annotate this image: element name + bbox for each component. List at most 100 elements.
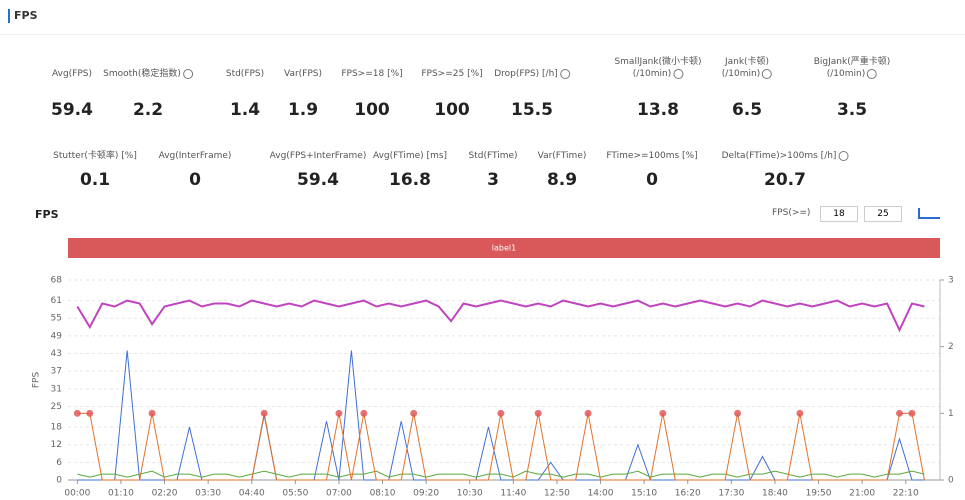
stat-value: 6.5 xyxy=(731,100,763,120)
x-tick-label: 21:00 xyxy=(849,489,875,499)
jank-marker xyxy=(534,409,542,417)
x-tick-label: 00:00 xyxy=(64,489,90,499)
x-tick-label: 14:00 xyxy=(588,489,614,499)
jank-marker xyxy=(908,409,916,417)
stat-value: 0 xyxy=(646,170,658,190)
stat-label: Stutter(卡顿率) [%] xyxy=(53,151,137,161)
info-icon[interactable] xyxy=(838,150,849,161)
jank-marker xyxy=(73,409,81,417)
x-tick-label: 19:50 xyxy=(806,489,832,499)
x-tick-label: 08:10 xyxy=(370,489,396,499)
y-tick-label: 6 xyxy=(56,458,62,468)
stat-label: BigJank(严重卡顿) (/10min) xyxy=(813,57,891,79)
stat-label: Avg(FTime) [ms] xyxy=(372,151,448,161)
info-icon[interactable] xyxy=(182,68,193,79)
chart-icon[interactable] xyxy=(918,208,940,219)
y-tick-label: 43 xyxy=(51,349,62,359)
y-tick-label: 18 xyxy=(51,423,63,433)
jank-marker xyxy=(734,409,742,417)
jank-marker xyxy=(86,409,94,417)
info-icon[interactable] xyxy=(559,68,570,79)
stat-value: 100 xyxy=(434,100,470,120)
jank-marker xyxy=(148,409,156,417)
threshold-input[interactable]: 25 xyxy=(864,206,902,222)
x-tick-label: 01:10 xyxy=(108,489,134,499)
stat-label: SmallJank(微小卡顿) (/10min) xyxy=(614,57,702,79)
stat-value: 59.4 xyxy=(297,170,339,190)
x-tick-label: 03:30 xyxy=(195,489,221,499)
x-tick-label: 10:30 xyxy=(457,489,483,499)
y-tick-label: 31 xyxy=(51,384,62,394)
jank-marker xyxy=(896,409,904,417)
info-icon[interactable] xyxy=(673,68,684,79)
jank-marker xyxy=(796,409,804,417)
threshold-label: FPS(>=) xyxy=(772,208,811,218)
jank-marker xyxy=(584,409,592,417)
stat-value: 0.1 xyxy=(79,170,111,190)
y-tick-label: 37 xyxy=(51,367,62,377)
x-tick-label: 09:20 xyxy=(413,489,439,499)
stat-value: 3.5 xyxy=(836,100,868,120)
stat-label: Var(FTime) xyxy=(537,151,587,161)
series-line xyxy=(77,470,925,478)
stat-value: 20.7 xyxy=(764,170,806,190)
x-tick-label: 02:20 xyxy=(152,489,178,499)
y2-tick-label: 1 xyxy=(948,409,954,419)
stat-label: Drop(FPS) [/h] xyxy=(494,68,570,80)
stat-value: 13.8 xyxy=(637,100,679,120)
jank-marker xyxy=(659,409,667,417)
y2-tick-label: 2 xyxy=(948,342,954,352)
stat-label: Avg(InterFrame) xyxy=(158,151,232,161)
x-tick-label: 05:50 xyxy=(282,489,308,499)
stat-value: 1.9 xyxy=(287,100,319,120)
x-tick-label: 16:20 xyxy=(675,489,701,499)
y2-tick-label: 0 xyxy=(948,476,954,486)
x-tick-label: 04:40 xyxy=(239,489,265,499)
jank-marker xyxy=(260,409,268,417)
stat-label: Delta(FTime)>100ms [/h] xyxy=(722,150,849,162)
band-label: label1 xyxy=(492,244,516,253)
stat-value: 16.8 xyxy=(389,170,431,190)
y-tick-label: 25 xyxy=(51,402,62,412)
x-tick-label: 17:30 xyxy=(718,489,744,499)
stat-label: Std(FPS) xyxy=(225,69,265,79)
stat-label: Avg(FPS) xyxy=(51,69,93,79)
threshold-input[interactable]: 18 xyxy=(820,206,858,222)
stat-label: FTime>=100ms [%] xyxy=(606,151,698,161)
x-tick-label: 12:50 xyxy=(544,489,570,499)
stat-value: 15.5 xyxy=(511,100,553,120)
chart-title: FPS xyxy=(35,208,59,221)
stat-label: Std(FTime) xyxy=(468,151,518,161)
stat-value: 3 xyxy=(487,170,499,190)
y-tick-label: 68 xyxy=(51,276,63,286)
stat-label: Smooth(稳定指数) xyxy=(103,68,193,80)
stat-label: Jank(卡顿) (/10min) xyxy=(722,56,773,80)
header-accent xyxy=(8,9,10,23)
info-icon[interactable] xyxy=(762,68,773,79)
jank-marker xyxy=(410,409,418,417)
stat-value: 1.4 xyxy=(229,100,261,120)
y-tick-label: 55 xyxy=(51,314,62,324)
y-tick-label: 12 xyxy=(51,440,62,450)
x-tick-label: 07:00 xyxy=(326,489,352,499)
stat-value: 100 xyxy=(354,100,390,120)
stat-value: 8.9 xyxy=(546,170,578,190)
y2-tick-label: 3 xyxy=(948,276,954,286)
header-title: FPS xyxy=(14,9,38,22)
y-tick-label: 49 xyxy=(51,331,63,341)
jank-marker xyxy=(360,409,368,417)
jank-marker xyxy=(335,409,343,417)
stat-label: FPS>=25 [%] xyxy=(421,69,483,79)
jank-marker xyxy=(497,409,505,417)
x-tick-label: 15:10 xyxy=(631,489,657,499)
info-icon[interactable] xyxy=(867,68,878,79)
series-line xyxy=(76,299,925,333)
x-tick-label: 22:10 xyxy=(893,489,919,499)
y-tick-label: 0 xyxy=(56,476,62,486)
stat-label: FPS>=18 [%] xyxy=(341,69,403,79)
series-line xyxy=(77,412,925,481)
separator xyxy=(0,34,965,35)
stat-value: 2.2 xyxy=(132,100,164,120)
